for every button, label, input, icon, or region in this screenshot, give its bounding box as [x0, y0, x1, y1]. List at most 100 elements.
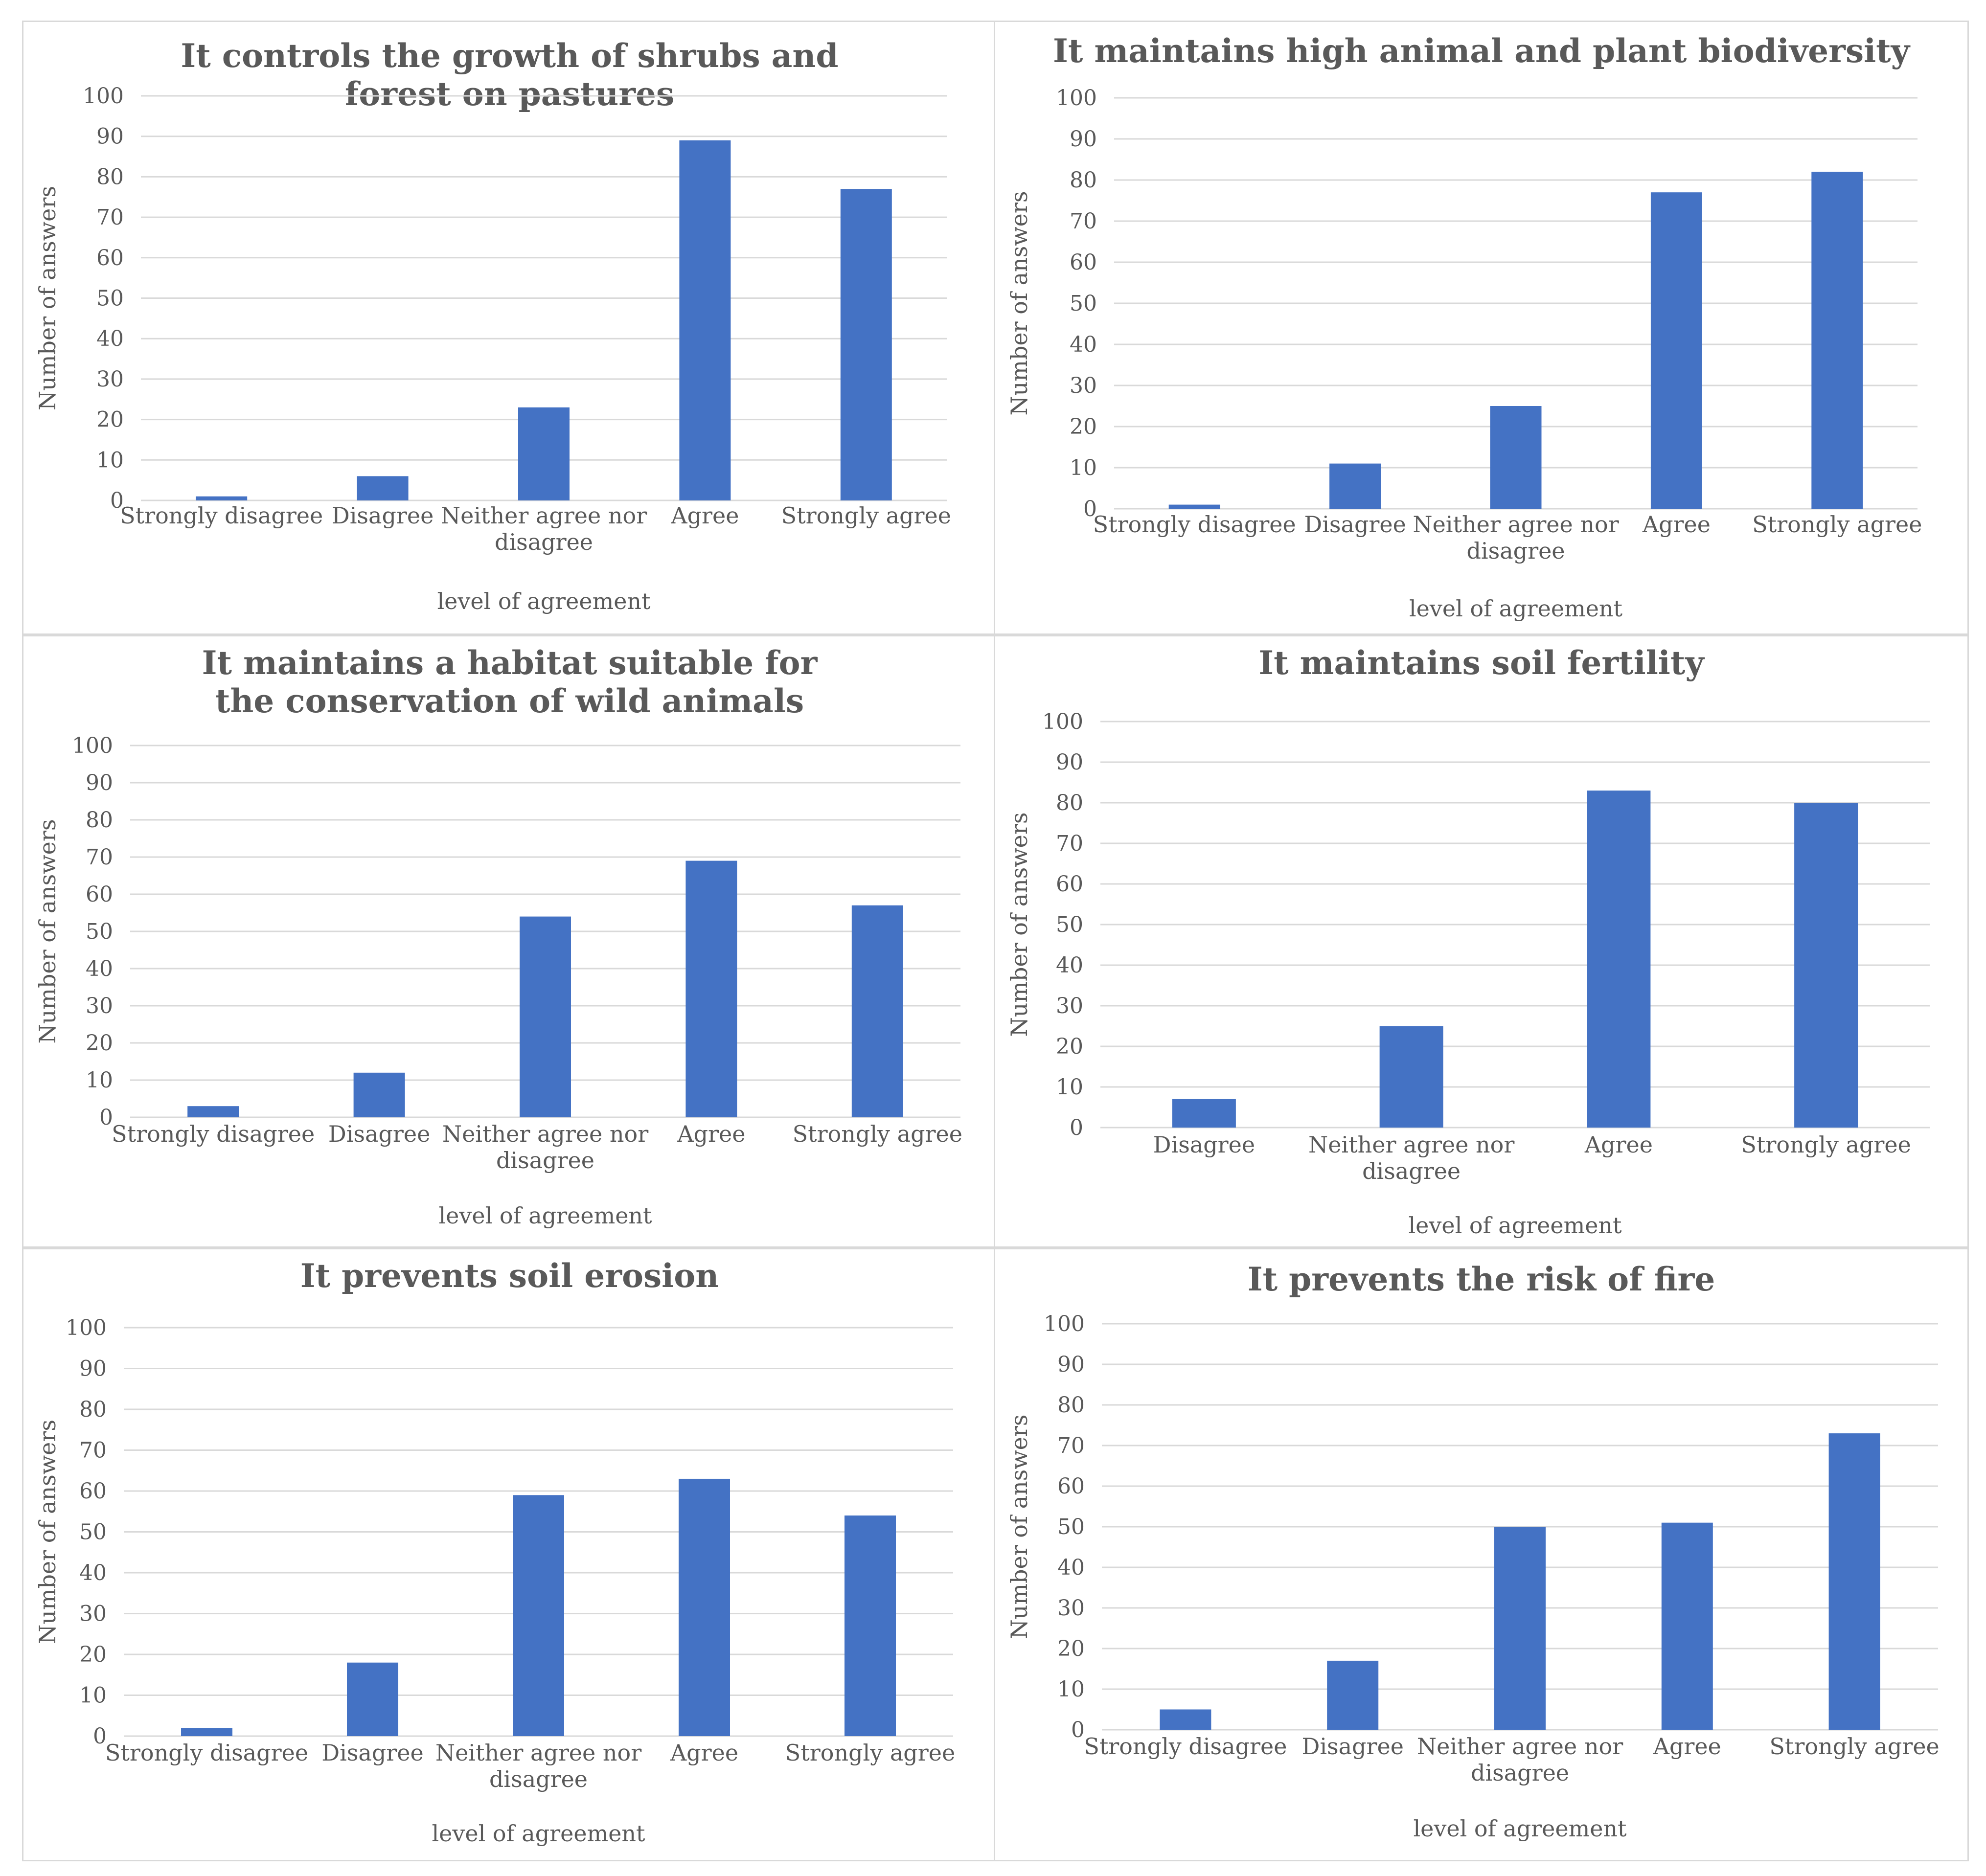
bar	[1650, 192, 1702, 509]
bar	[679, 1478, 730, 1736]
category-label: Agree	[670, 502, 739, 529]
y-tick-label: 80	[96, 164, 124, 189]
category-label: Strongly disagree	[120, 502, 323, 529]
bar	[181, 1728, 232, 1736]
bar	[845, 1515, 896, 1736]
x-axis-title: level of agreement	[438, 1202, 652, 1229]
chart-title: It prevents the risk of fire	[1247, 1260, 1715, 1298]
y-tick-label: 80	[86, 808, 113, 833]
y-tick-label: 50	[79, 1520, 107, 1545]
x-axis-title: level of agreement	[1413, 1815, 1627, 1842]
y-tick-label: 60	[96, 246, 124, 271]
y-tick-label: 40	[1057, 1555, 1085, 1580]
category-label: Strongly disagree	[1084, 1733, 1287, 1760]
y-tick-label: 50	[1057, 1514, 1085, 1539]
y-tick-label: 20	[1057, 1636, 1085, 1661]
category-label: Strongly disagree	[1093, 511, 1296, 538]
category-label: Agree	[1642, 511, 1711, 538]
y-axis-title: Number of answers	[34, 186, 61, 410]
y-tick-label: 80	[79, 1397, 107, 1422]
bar	[1661, 1522, 1713, 1730]
y-tick-label: 60	[79, 1479, 107, 1504]
y-tick-label: 30	[79, 1602, 107, 1627]
y-tick-label: 100	[83, 84, 124, 109]
y-tick-label: 90	[1056, 750, 1083, 775]
chart-svg: 0 10 20 30 40 50 60 70 80 90 100 Strongly disagree D…	[1006, 86, 1922, 622]
chart-title: It prevents soil erosion	[300, 1257, 719, 1295]
chart-svg: 0 10 20 30 40 50 60 70 80 90 100 Strongly disagree D…	[34, 1315, 955, 1847]
y-tick-label: 40	[96, 326, 124, 351]
y-tick-label: 100	[66, 1315, 107, 1340]
bar	[1794, 803, 1858, 1128]
y-tick-label: 50	[1056, 912, 1083, 937]
y-tick-label: 40	[1056, 953, 1083, 978]
chart-svg: 0 10 20 30 40 50 60 70 80 90 100 Strongly disagree D…	[1006, 1311, 1940, 1842]
category-label: Disagree	[321, 1740, 424, 1766]
y-tick-label: 80	[1057, 1393, 1085, 1418]
bar	[357, 476, 409, 500]
y-tick-label: 60	[1056, 872, 1083, 897]
bar	[1494, 1527, 1546, 1730]
y-axis-title: Number of answers	[34, 819, 61, 1044]
y-tick-label: 10	[1057, 1677, 1085, 1702]
y-tick-label: 100	[1042, 709, 1083, 734]
category-label: Neither agree nor disagree	[435, 1740, 641, 1792]
y-tick-label: 20	[96, 407, 124, 432]
y-tick-label: 70	[79, 1438, 107, 1463]
bar	[520, 916, 571, 1117]
category-label: Disagree	[1304, 511, 1406, 538]
chart-title: It maintains a habitat suitable for the …	[202, 644, 818, 720]
bar	[1379, 1026, 1443, 1128]
y-tick-label: 70	[1056, 831, 1083, 856]
chart-svg: 0 10 20 30 40 50 60 70 80 90 100 Disagree Neither ag…	[1006, 709, 1930, 1239]
bar	[1329, 463, 1381, 509]
y-axis-title: Number of answers	[1006, 1415, 1032, 1639]
y-tick-label: 0	[99, 1105, 113, 1130]
category-label: Strongly agree	[1769, 1733, 1939, 1760]
y-tick-label: 60	[86, 882, 113, 907]
chart-panel-5: It prevents soil erosion 0 10 20 30 40 50 60 70…	[22, 1248, 997, 1861]
chart-panel-6: It prevents the risk of fire 0 10 20 30 40 50…	[994, 1248, 1969, 1861]
y-tick-label: 0	[110, 488, 124, 513]
y-tick-label: 10	[96, 448, 124, 473]
y-tick-label: 90	[96, 124, 124, 149]
chart-svg: 0 10 20 30 40 50 60 70 80 90 100 Strongly disagree D…	[34, 84, 951, 614]
bar	[679, 140, 731, 501]
y-tick-label: 70	[96, 205, 124, 230]
y-tick-label: 50	[1070, 291, 1097, 316]
y-tick-label: 0	[93, 1724, 107, 1749]
y-tick-label: 100	[72, 733, 113, 758]
category-label: Strongly agree	[1741, 1131, 1911, 1158]
y-tick-label: 0	[1071, 1718, 1085, 1742]
y-tick-label: 50	[86, 919, 113, 944]
category-label: Agree	[677, 1121, 745, 1147]
category-label: Neither agree nor disagree	[441, 502, 647, 555]
y-tick-label: 70	[1057, 1433, 1085, 1458]
chart-title: It controls the growth of shrubs and for…	[181, 37, 839, 113]
y-tick-label: 30	[86, 994, 113, 1018]
y-tick-label: 20	[1070, 414, 1097, 439]
x-axis-title: level of agreement	[1409, 595, 1623, 622]
y-tick-label: 40	[79, 1560, 107, 1585]
bar	[196, 496, 248, 500]
y-tick-label: 0	[1083, 497, 1097, 521]
y-tick-label: 50	[96, 286, 124, 311]
y-tick-label: 0	[1070, 1115, 1083, 1140]
y-tick-label: 60	[1057, 1474, 1085, 1499]
bar	[1490, 406, 1542, 509]
y-tick-label: 100	[1044, 1311, 1085, 1336]
chart-title: It maintains high animal and plant biodi…	[1052, 32, 1910, 70]
bar	[347, 1662, 398, 1736]
bar	[1587, 791, 1651, 1128]
bar	[1168, 504, 1220, 509]
chart-title: It maintains soil fertility	[1258, 644, 1704, 682]
y-tick-label: 10	[1056, 1075, 1083, 1100]
y-tick-label: 30	[96, 367, 124, 392]
chart-panel-4: It maintains soil fertility 0 10 20 30 40 50 6…	[994, 635, 1969, 1248]
category-label: Neither agree nor disagree	[442, 1121, 648, 1174]
x-axis-title: level of agreement	[1408, 1212, 1622, 1239]
category-label: Neither agree nor disagree	[1308, 1131, 1514, 1184]
category-label: Agree	[670, 1740, 738, 1766]
y-tick-label: 20	[86, 1031, 113, 1056]
bar	[187, 1106, 239, 1117]
